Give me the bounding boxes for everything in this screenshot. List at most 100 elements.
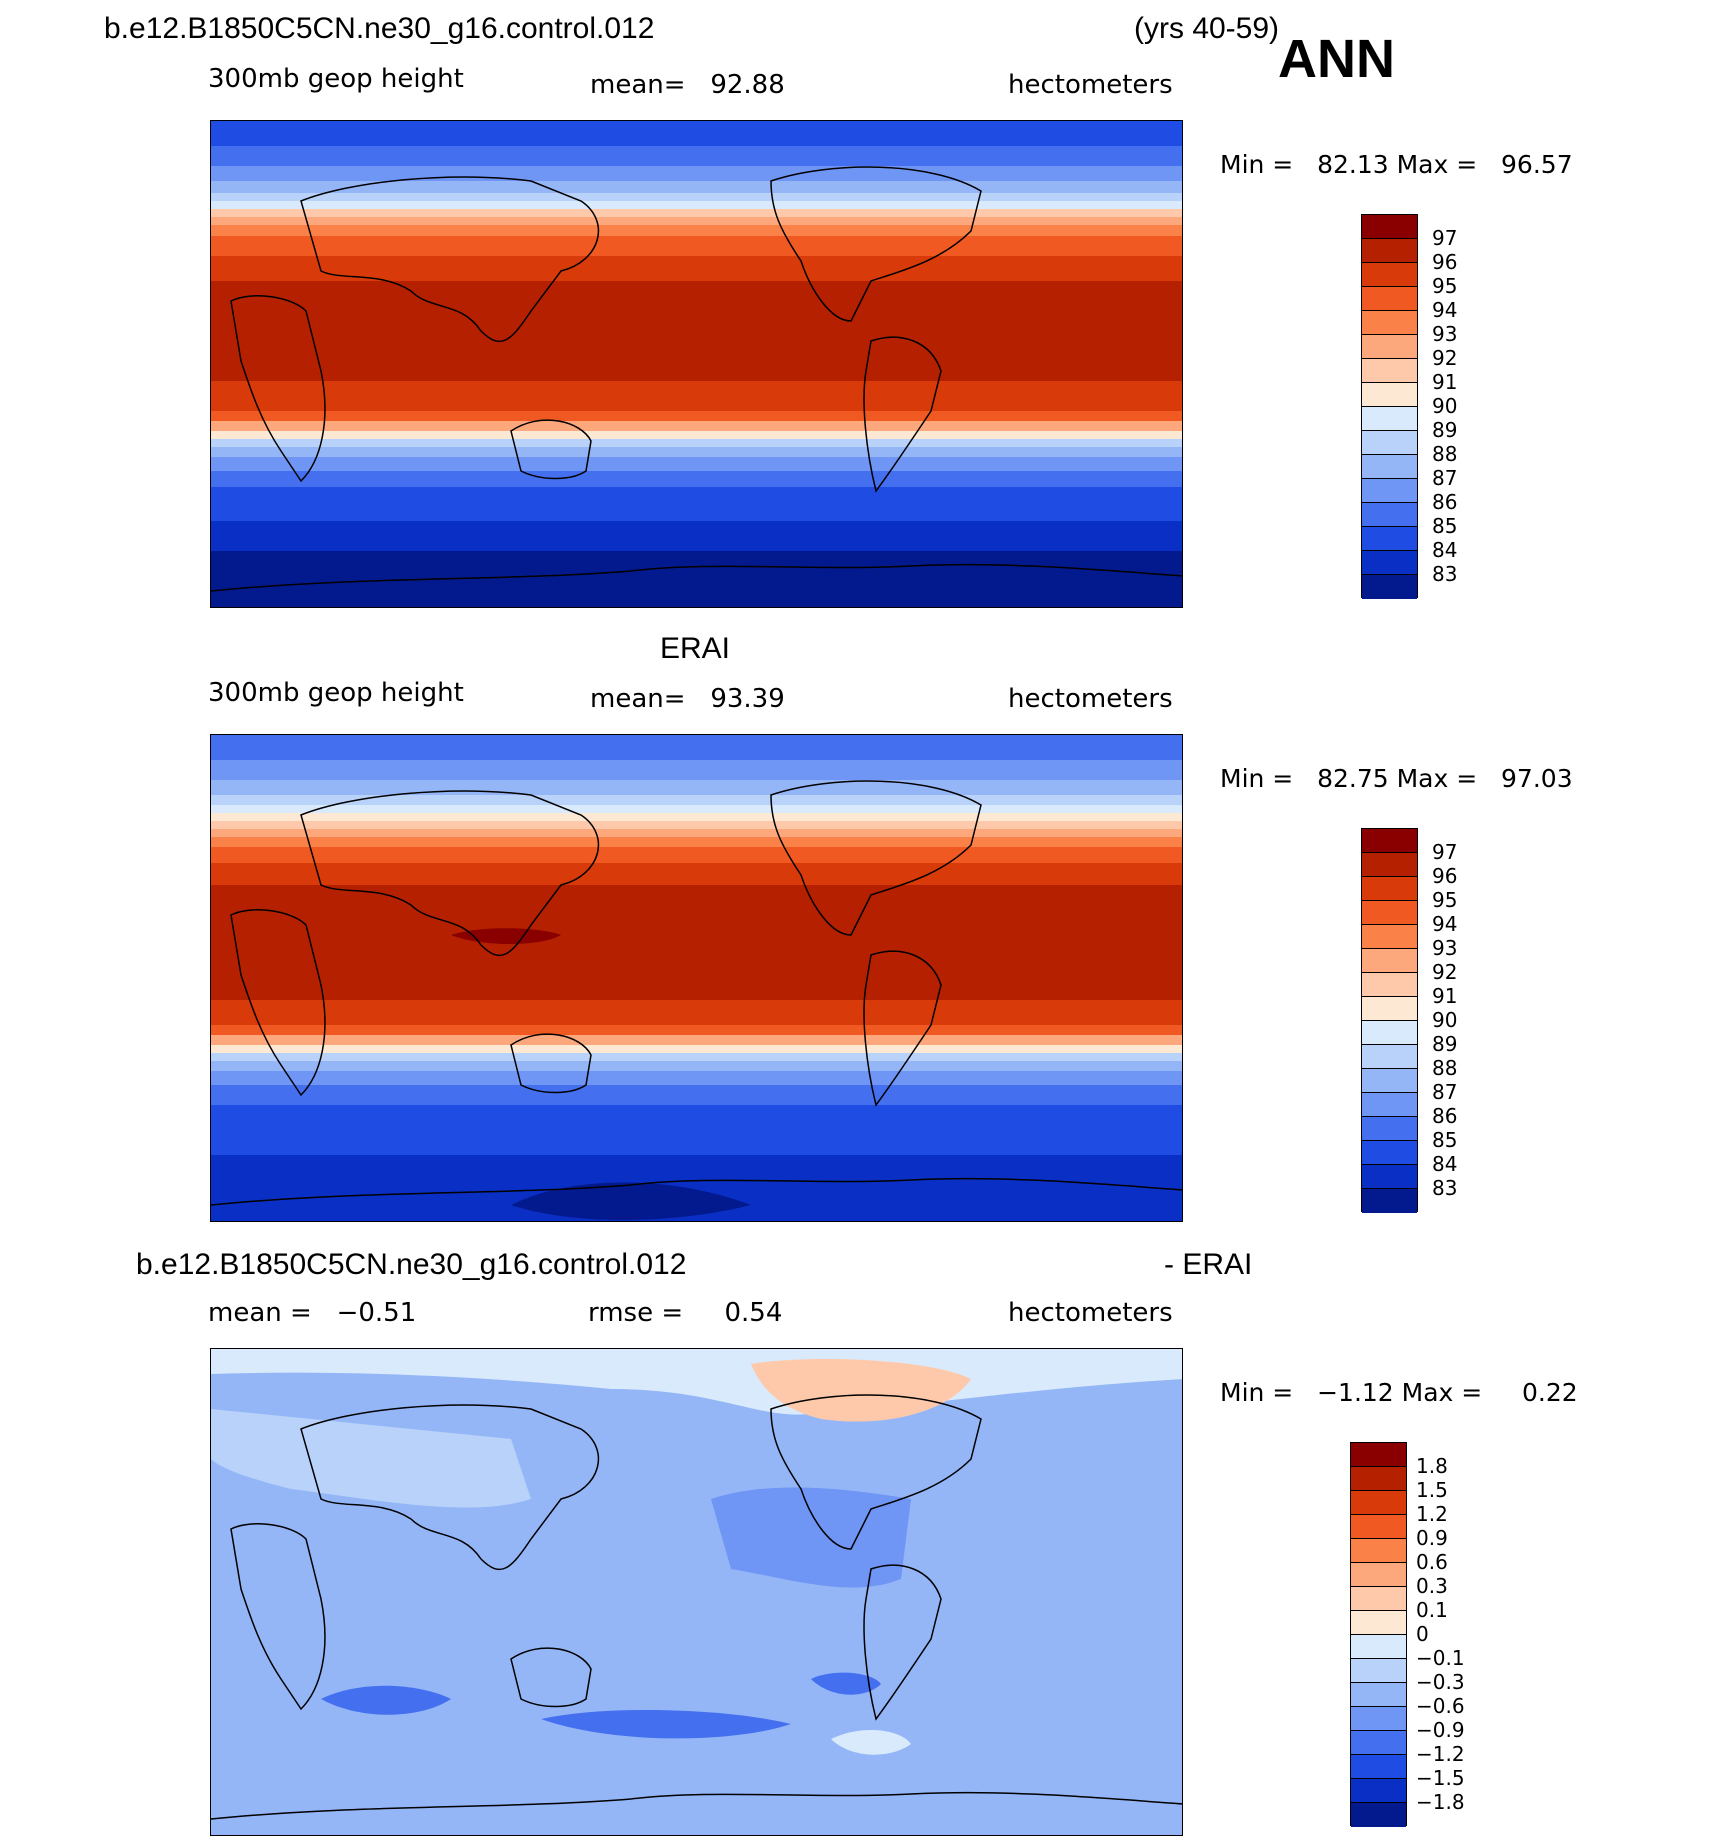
colorbar-swatch <box>1362 949 1417 973</box>
colorbar-swatch <box>1362 1069 1417 1093</box>
colorbar-swatch <box>1362 479 1417 503</box>
colorbar-swatch <box>1362 527 1417 551</box>
coastline <box>300 176 600 343</box>
colorbar-label: 86 <box>1432 1104 1458 1128</box>
colorbar-swatch <box>1362 997 1417 1021</box>
contour-region <box>511 1182 751 1220</box>
contour-band <box>211 805 1182 814</box>
colorbar-swatch <box>1362 829 1417 853</box>
colorbar-swatch <box>1362 311 1417 335</box>
colorbar-label: 88 <box>1432 442 1458 466</box>
colorbar-swatch <box>1362 575 1417 599</box>
colorbar-swatch <box>1351 1659 1406 1683</box>
colorbar-swatch <box>1351 1755 1406 1779</box>
coastline <box>230 1523 326 1711</box>
contour-band <box>211 760 1182 781</box>
colorbar-swatch <box>1362 455 1417 479</box>
colorbar-model <box>1361 214 1418 599</box>
colorbar-label: −0.3 <box>1416 1670 1465 1694</box>
colorbar-swatch <box>1351 1803 1406 1827</box>
coastline <box>211 563 1182 592</box>
colorbar-difference <box>1350 1442 1407 1827</box>
contour-band <box>211 1053 1182 1062</box>
colorbar-swatch <box>1351 1611 1406 1635</box>
colorbar-swatch <box>1362 287 1417 311</box>
contour-band <box>211 1061 1182 1072</box>
panel1-minmax: Min = 82.13 Max = 96.57 <box>1220 150 1573 179</box>
colorbar-swatch <box>1362 901 1417 925</box>
case-title: b.e12.B1850C5CN.ne30_g16.control.012 <box>104 12 655 45</box>
coastline <box>510 1647 592 1708</box>
colorbar-label: −0.6 <box>1416 1694 1465 1718</box>
colorbar-label: 83 <box>1432 1176 1458 1200</box>
contour-region <box>211 1409 531 1508</box>
years-label: (yrs 40-59) <box>1134 12 1280 45</box>
contour-band <box>211 381 1182 412</box>
contour-band <box>211 863 1182 886</box>
colorbar-label: 89 <box>1432 1032 1458 1056</box>
contour-band <box>211 837 1182 848</box>
colorbar-label: 84 <box>1432 538 1458 562</box>
colorbar-swatch <box>1351 1731 1406 1755</box>
contour-band <box>211 281 1182 382</box>
coastline <box>863 336 942 493</box>
colorbar-label: 94 <box>1432 912 1458 936</box>
contour-region <box>751 1359 971 1422</box>
contour-band <box>211 193 1182 202</box>
colorbar-erai <box>1361 828 1418 1213</box>
model-contour-map <box>211 121 1182 607</box>
colorbar-swatch <box>1362 925 1417 949</box>
panel2-variable: 300mb geop height <box>208 678 464 708</box>
colorbar-swatch <box>1362 239 1417 263</box>
coastline <box>510 419 592 480</box>
colorbar-label: 97 <box>1432 840 1458 864</box>
coastline <box>211 1177 1182 1206</box>
panel2-units: hectometers <box>1008 684 1173 714</box>
colorbar-swatch <box>1351 1443 1406 1467</box>
contour-band <box>211 471 1182 488</box>
colorbar-label: 0.1 <box>1416 1598 1448 1622</box>
colorbar-label: 91 <box>1432 984 1458 1008</box>
colorbar-swatch <box>1362 215 1417 239</box>
colorbar-swatch <box>1362 431 1417 455</box>
contour-region <box>711 1487 911 1588</box>
contour-band <box>211 236 1182 257</box>
erai-contour-map <box>211 735 1182 1221</box>
panel1-mean: mean= 92.88 <box>590 70 785 100</box>
contour-band <box>211 225 1182 237</box>
colorbar-label: 1.8 <box>1416 1454 1448 1478</box>
colorbar-swatch <box>1362 1141 1417 1165</box>
colorbar-label: 1.2 <box>1416 1502 1448 1526</box>
colorbar-swatch <box>1362 1189 1417 1213</box>
contour-band <box>211 551 1182 607</box>
colorbar-swatch <box>1351 1779 1406 1803</box>
colorbar-swatch <box>1362 1093 1417 1117</box>
panel3-title: b.e12.B1850C5CN.ne30_g16.control.012 <box>136 1248 687 1281</box>
contour-band <box>211 1035 1182 1046</box>
colorbar-swatch <box>1351 1467 1406 1491</box>
colorbar-label: 90 <box>1432 394 1458 418</box>
colorbar-label: 1.5 <box>1416 1478 1448 1502</box>
coastline <box>300 790 600 957</box>
contour-band <box>211 217 1182 226</box>
colorbar-label: −1.5 <box>1416 1766 1465 1790</box>
contour-region <box>831 1729 911 1755</box>
colorbar-swatch <box>1351 1707 1406 1731</box>
colorbar-label: −0.1 <box>1416 1646 1465 1670</box>
colorbar-label: 97 <box>1432 226 1458 250</box>
colorbar-swatch <box>1351 1635 1406 1659</box>
colorbar-label: 96 <box>1432 250 1458 274</box>
contour-band <box>211 209 1182 218</box>
colorbar-swatch <box>1362 503 1417 527</box>
colorbar-label: 0.3 <box>1416 1574 1448 1598</box>
panel1-units: hectometers <box>1008 70 1173 100</box>
difference-contour-map <box>211 1349 1182 1835</box>
contour-band <box>211 501 1182 522</box>
panel3-mean: mean = −0.51 <box>208 1298 417 1328</box>
coastline <box>300 1404 600 1571</box>
coastline <box>770 780 982 936</box>
panel2-minmax: Min = 82.75 Max = 97.03 <box>1220 764 1573 793</box>
contour-band <box>211 256 1182 282</box>
panel3-title-right: - ERAI <box>1164 1248 1253 1281</box>
contour-band <box>211 1025 1182 1036</box>
